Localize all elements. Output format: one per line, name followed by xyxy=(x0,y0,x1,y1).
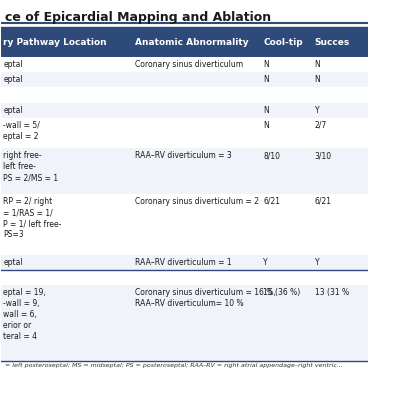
Text: = left posteroseptal; MS = midseptal; PS = posteroseptal; RAA–RV = right atrial : = left posteroseptal; MS = midseptal; PS… xyxy=(5,363,343,368)
Text: Coronary sinus diverticulum: Coronary sinus diverticulum xyxy=(135,60,243,69)
Text: RAA–RV diverticulum = 1: RAA–RV diverticulum = 1 xyxy=(135,258,232,267)
FancyBboxPatch shape xyxy=(1,102,368,118)
Text: N: N xyxy=(263,121,269,130)
FancyBboxPatch shape xyxy=(1,57,368,72)
Text: N: N xyxy=(263,106,269,115)
Text: N: N xyxy=(315,60,320,69)
Text: N: N xyxy=(315,75,320,84)
Text: ce of Epicardial Mapping and Ablation: ce of Epicardial Mapping and Ablation xyxy=(5,11,271,24)
FancyBboxPatch shape xyxy=(1,118,368,148)
Text: eptal: eptal xyxy=(3,60,23,69)
Text: Coronary sinus diverticulum = 16 %,
RAA–RV diverticulum= 10 %: Coronary sinus diverticulum = 16 %, RAA–… xyxy=(135,288,276,308)
Text: 8/10: 8/10 xyxy=(263,151,280,160)
FancyBboxPatch shape xyxy=(1,27,368,57)
Text: right free-
left free-
PS = 2/MS = 1: right free- left free- PS = 2/MS = 1 xyxy=(3,151,58,182)
Text: 6/21: 6/21 xyxy=(315,197,332,206)
Text: 6/21: 6/21 xyxy=(263,197,280,206)
Text: 13 (31 %: 13 (31 % xyxy=(315,288,349,297)
Text: 15 (36 %): 15 (36 %) xyxy=(263,288,300,297)
Text: RAA–RV diverticulum = 3: RAA–RV diverticulum = 3 xyxy=(135,151,232,160)
Text: ry Pathway Location: ry Pathway Location xyxy=(3,38,107,47)
FancyBboxPatch shape xyxy=(1,148,368,194)
Text: 3/10: 3/10 xyxy=(315,151,332,160)
Text: Coronary sinus diverticulum = 2: Coronary sinus diverticulum = 2 xyxy=(135,197,259,206)
Text: N: N xyxy=(263,75,269,84)
Text: Anatomic Abnormality: Anatomic Abnormality xyxy=(135,38,249,47)
Text: N: N xyxy=(263,60,269,69)
Text: RP = 2/ right
= 1/RAS = 1/
P = 1/ left free-
PS=3: RP = 2/ right = 1/RAS = 1/ P = 1/ left f… xyxy=(3,197,62,239)
FancyBboxPatch shape xyxy=(1,254,368,270)
Text: eptal: eptal xyxy=(3,75,23,84)
Text: Succes: Succes xyxy=(315,38,350,47)
Text: 2/7: 2/7 xyxy=(315,121,327,130)
FancyBboxPatch shape xyxy=(1,87,368,102)
Text: eptal: eptal xyxy=(3,106,23,115)
Text: Y: Y xyxy=(315,258,319,267)
Text: eptal: eptal xyxy=(3,258,23,267)
FancyBboxPatch shape xyxy=(1,72,368,87)
Text: Cool-tip: Cool-tip xyxy=(263,38,303,47)
FancyBboxPatch shape xyxy=(1,270,368,285)
Text: eptal = 19,
-wall = 9,
wall = 6,
erior or
teral = 4: eptal = 19, -wall = 9, wall = 6, erior o… xyxy=(3,288,46,342)
Text: Y: Y xyxy=(263,258,268,267)
FancyBboxPatch shape xyxy=(1,285,368,361)
Text: Y: Y xyxy=(315,106,319,115)
FancyBboxPatch shape xyxy=(1,194,368,254)
Text: -wall = 5/
eptal = 2: -wall = 5/ eptal = 2 xyxy=(3,121,40,141)
